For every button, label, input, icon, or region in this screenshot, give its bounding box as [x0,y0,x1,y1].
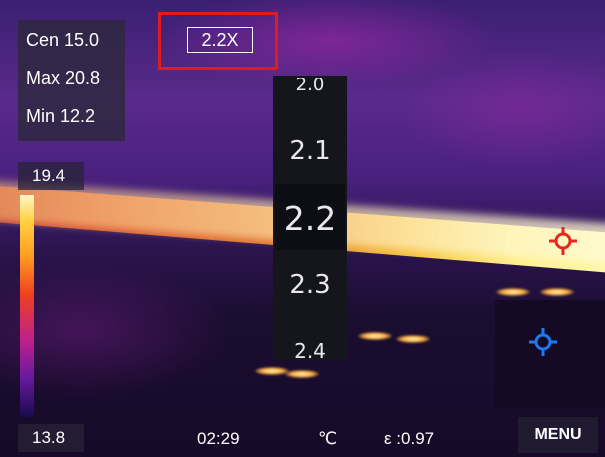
max-temp: Max 20.8 [26,68,101,88]
clock: 02:29 [197,429,240,448]
temperature-readings: Cen 15.0 Max 20.8 Min 12.2 [18,20,125,141]
scale-high-label: 19.4 [18,162,84,190]
hot-spot [540,288,574,296]
color-scale-bar [20,195,34,417]
hot-spot [358,332,392,340]
zoom-indicator[interactable]: 2.2X [158,12,278,70]
zoom-option[interactable]: 2.1 [289,136,331,166]
hot-spot [396,335,430,343]
status-bar: 02:29 ℃ ε :0.97 [0,420,605,457]
scale-low-label: 13.8 [18,424,84,452]
menu-button[interactable]: MENU [518,417,598,453]
zoom-option[interactable]: 2.0 [295,78,325,94]
center-temp: Cen 15.0 [26,30,100,50]
emissivity: ε :0.97 [384,429,435,448]
cold-region [495,300,605,410]
zoom-option[interactable]: 2.3 [289,270,331,300]
hot-spot [496,288,530,296]
crosshair-min-icon [529,328,557,356]
min-temp: Min 12.2 [26,106,96,126]
zoom-option[interactable]: 2.4 [294,339,326,360]
temperature-unit: ℃ [318,429,338,448]
zoom-level: 2.2X [187,27,253,53]
zoom-option-selected[interactable]: 2.2 [283,199,337,238]
hot-spot [255,367,289,375]
zoom-picker[interactable]: 2.0 2.1 2.2 2.3 2.4 [273,76,347,360]
zoom-selection-highlight [275,184,345,250]
crosshair-max-icon [549,227,577,255]
hot-spot [285,370,319,378]
